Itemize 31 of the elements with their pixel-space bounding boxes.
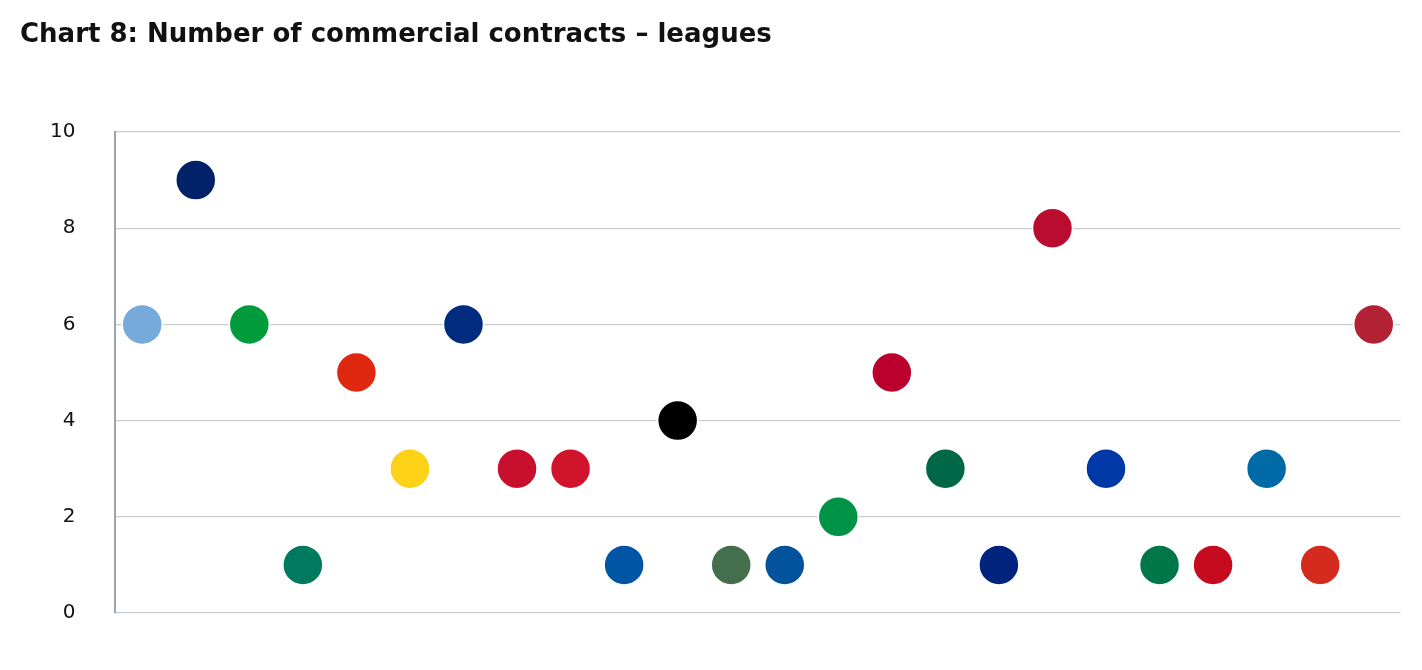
y-tick-label: 2: [62, 503, 76, 527]
point: [656, 399, 699, 442]
point: [442, 303, 485, 346]
point: [817, 496, 860, 538]
y-tick-label: 4: [62, 406, 76, 431]
point: [389, 447, 431, 490]
point: [282, 544, 324, 586]
point: [1352, 303, 1395, 346]
point: [978, 544, 1020, 586]
point: [710, 544, 752, 586]
point: [1245, 447, 1288, 490]
y-tick-label: 10: [50, 118, 76, 143]
point: [121, 303, 163, 346]
point: [1138, 544, 1181, 586]
point: [1299, 544, 1341, 586]
chart-title: Chart 8: Number of commercial contracts – leagues: [20, 18, 772, 48]
point: [764, 544, 806, 586]
y-tick-label: 6: [62, 310, 76, 335]
point: [496, 447, 538, 490]
point: [228, 303, 271, 346]
point: [549, 447, 592, 490]
point: [1085, 447, 1127, 490]
point: [1031, 207, 1074, 249]
point: [175, 159, 217, 201]
y-tick-label: 8: [62, 214, 76, 239]
point: [603, 544, 645, 586]
point: [1192, 544, 1234, 586]
point: [924, 447, 967, 490]
point: [871, 351, 913, 394]
y-tick-label: 0: [62, 599, 76, 624]
point: [335, 351, 378, 394]
